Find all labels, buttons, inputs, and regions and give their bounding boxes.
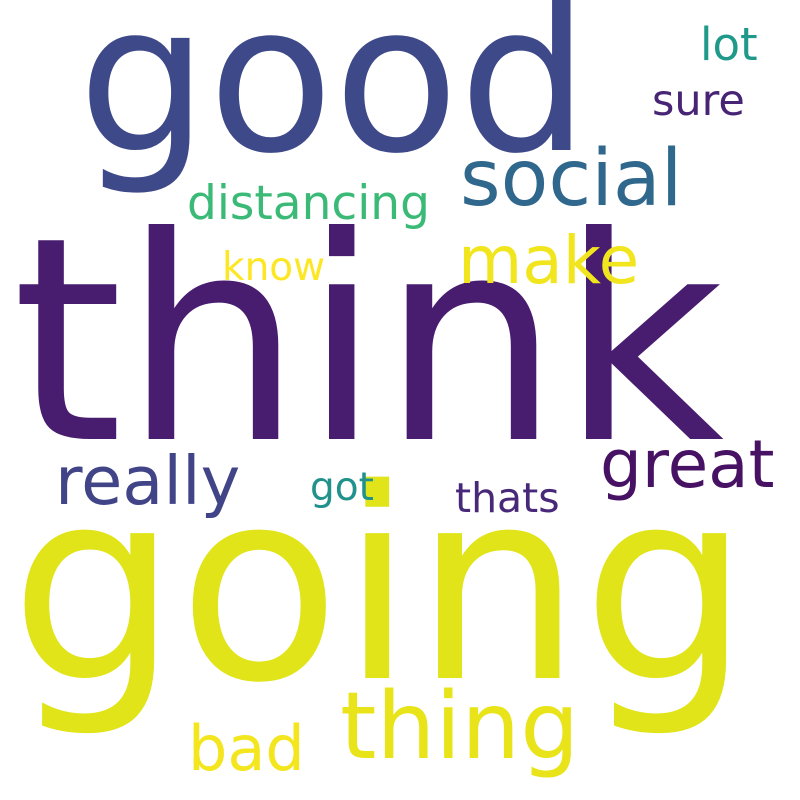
word-thing: thing [340, 672, 580, 780]
word-great: great [600, 426, 775, 503]
word-going: going [10, 433, 751, 741]
word-distancing: distancing [187, 176, 430, 231]
word-make: make [458, 222, 640, 299]
word-think: think [12, 176, 725, 506]
word-got: got [310, 465, 374, 510]
word-lot: lot [700, 18, 758, 71]
word-social: social [460, 134, 683, 224]
word-good: good [78, 0, 590, 199]
word-really: really [55, 442, 241, 520]
word-bad: bad [188, 712, 305, 785]
word-thats: thats [455, 474, 560, 522]
word-sure: sure [652, 76, 745, 126]
word-know: know [222, 245, 326, 290]
